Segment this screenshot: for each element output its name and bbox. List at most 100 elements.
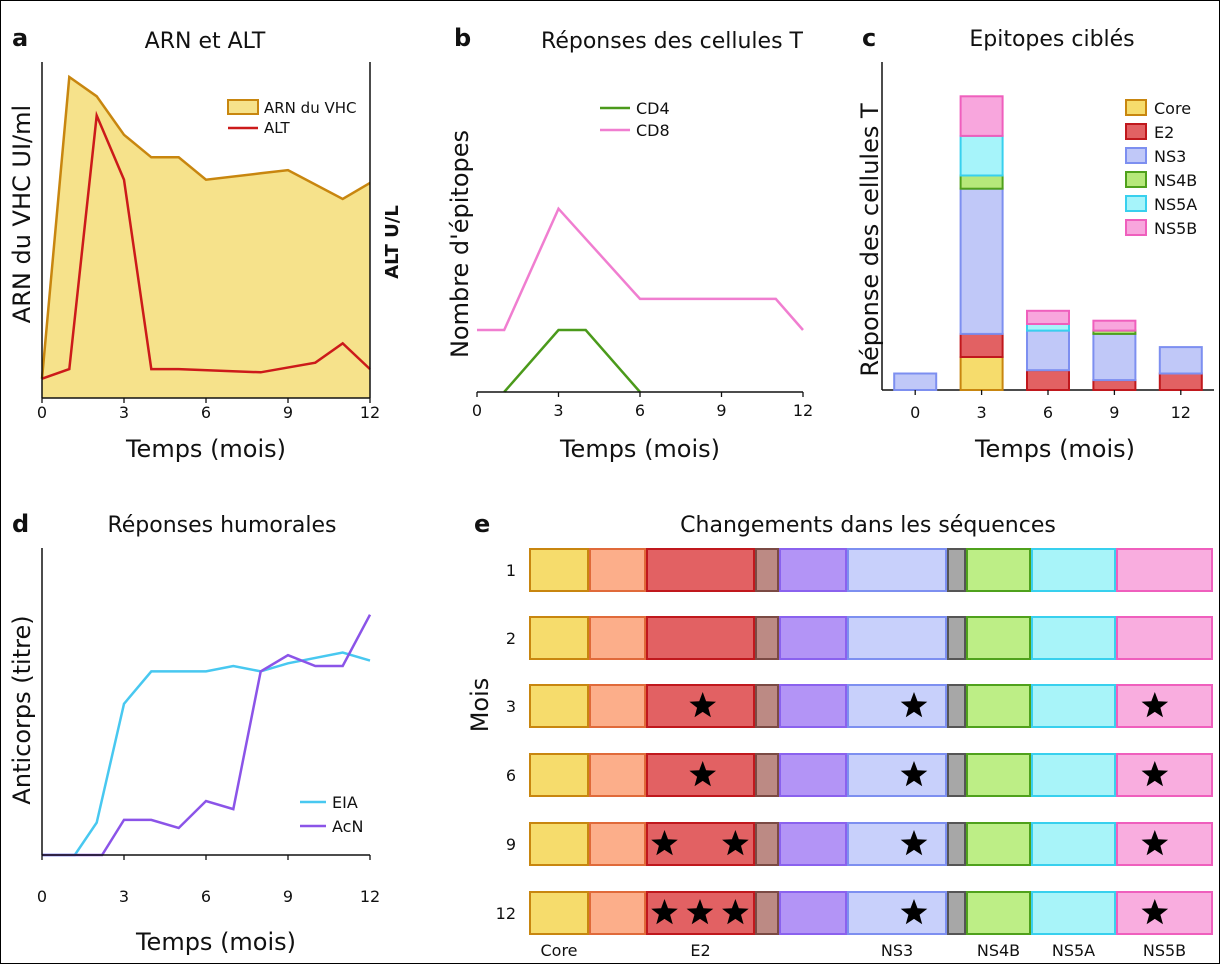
segment-core-month-1 — [529, 548, 589, 592]
segment-ns3-month-1 — [847, 548, 947, 592]
panel-d-xtick-label: 3 — [119, 887, 129, 906]
segment-core-month-3 — [529, 684, 589, 728]
bar-ns5b-9 — [1092, 319, 1137, 332]
bar-ns4b-3 — [959, 174, 1004, 190]
panel-a-xtick-label: 9 — [283, 403, 293, 422]
segment-region-4-month-1 — [779, 548, 847, 592]
panel-c-ylabel: Réponse des cellules T — [856, 103, 884, 377]
panel-c-xtick-label: 6 — [1043, 403, 1053, 422]
row-label-1: 1 — [506, 561, 516, 580]
panel-c-plot: 0 3 6 9 12 Core E2 NS3 NS4B NS5A NS5B — [881, 62, 1214, 422]
panel-c-xtick-label: 3 — [977, 403, 987, 422]
segment-region-4-month-3 — [779, 684, 847, 728]
segment-core-month-9 — [529, 822, 589, 866]
legend-ns5b-label: NS5B — [1154, 219, 1197, 238]
panel-a-xtick-label: 0 — [37, 403, 47, 422]
panel-b: b Réponses des cellules T CD4 CD8 0 3 6 9 12 N… — [446, 24, 813, 463]
bar-ns3-3 — [959, 187, 1004, 335]
mutation-star-ns3-month-12 — [900, 899, 928, 925]
segment-ns5a-month-3 — [1031, 684, 1116, 728]
panel-c-xtick-label: 0 — [910, 403, 920, 422]
legend-cd8-label: CD8 — [636, 121, 670, 140]
series-cd4-line — [503, 328, 641, 393]
segment-ns4b-month-9 — [966, 822, 1031, 866]
series-acn-line — [42, 614, 372, 857]
bar-ns3-6 — [1026, 329, 1070, 372]
legend-acn-label: AcN — [332, 817, 363, 836]
row-label-6: 6 — [506, 766, 516, 785]
panel-c-xtick-label: 12 — [1171, 403, 1191, 422]
segment-region-1-month-3 — [589, 684, 646, 728]
row-label-12: 12 — [496, 904, 516, 923]
panel-b-xtick-label: 0 — [472, 401, 482, 420]
mutation-star-e2-month-12 — [651, 899, 678, 925]
series-eia-line — [42, 651, 371, 857]
segment-ns4b-month-3 — [966, 684, 1031, 728]
legend-ns5a-swatch — [1125, 195, 1147, 212]
legend-ns5b-swatch — [1125, 219, 1147, 236]
segment-region-3-month-1 — [755, 548, 779, 592]
panel-d-xlabel: Temps (mois) — [135, 928, 296, 956]
series-cd8-line — [477, 206, 804, 332]
panel-d-xtick-label: 9 — [283, 887, 293, 906]
mutation-star-ns3-month-3 — [900, 692, 928, 718]
bar-e2-3 — [959, 332, 1004, 358]
panel-b-xtick-label: 9 — [716, 401, 726, 420]
legend-cd4-label: CD4 — [636, 99, 670, 118]
mutation-star-e2-month-12 — [686, 899, 714, 925]
legend-alt-label: ALT — [264, 119, 291, 137]
segment-region-4-month-2 — [779, 616, 847, 660]
alt-line — [41, 110, 371, 380]
segment-region-1-month-12 — [589, 891, 646, 935]
segment-ns5b-month-6 — [1116, 753, 1213, 797]
segment-label-ns5a: NS5A — [1052, 941, 1095, 960]
legend-e2-swatch — [1125, 123, 1147, 140]
panel-c: c Epitopes ciblés 0 3 6 9 12 Core E2 NS3 NS4B NS5… — [856, 24, 1214, 463]
segment-label-ns5b: NS5B — [1143, 941, 1186, 960]
segment-ns4b-month-2 — [966, 616, 1031, 660]
row-label-3: 3 — [506, 697, 516, 716]
panel-b-plot: CD4 CD8 0 3 6 9 12 — [472, 99, 813, 420]
segment-ns4b-month-1 — [966, 548, 1031, 592]
panel-b-xlabel: Temps (mois) — [559, 435, 720, 463]
segment-region-1-month-1 — [589, 548, 646, 592]
bar-ns5a-3 — [959, 134, 1004, 177]
segment-ns5a-month-1 — [1031, 548, 1116, 592]
panel-c-title: Epitopes ciblés — [969, 27, 1134, 52]
segment-label-ns3: NS3 — [881, 941, 913, 960]
segment-ns3-month-3 — [847, 684, 947, 728]
legend-rna-swatch — [227, 99, 259, 115]
mutation-star-ns3-month-9 — [900, 830, 928, 856]
panel-a: a ARN et ALT 0 3 6 9 12 ARN du VHC ALT ARN du … — [8, 24, 403, 463]
mutation-star-ns5b-month-3 — [1141, 692, 1169, 718]
segment-ns3-month-6 — [847, 753, 947, 797]
panel-a-ylabel: ARN du VHC UI/ml — [8, 105, 36, 323]
bar-ns3-0 — [893, 372, 938, 391]
segment-ns5a-month-9 — [1031, 822, 1116, 866]
segment-region-3-month-2 — [755, 616, 779, 660]
segment-label-e2: E2 — [690, 941, 710, 960]
segment-region-4-month-6 — [779, 753, 847, 797]
panel-a-xtick-label: 12 — [360, 403, 380, 422]
panel-d-xtick-label: 6 — [201, 887, 211, 906]
bar-ns5b-3 — [959, 95, 1004, 137]
panel-c-xlabel: Temps (mois) — [974, 435, 1135, 463]
segment-ns3-month-12 — [847, 891, 947, 935]
segment-ns3-month-2 — [847, 616, 947, 660]
segment-e2-month-3 — [646, 684, 755, 728]
mutation-star-ns5b-month-9 — [1141, 830, 1169, 856]
panel-b-letter: b — [454, 24, 471, 52]
panel-a-letter: a — [12, 24, 28, 52]
legend-ns3-swatch — [1125, 147, 1147, 164]
legend-ns5a-label: NS5A — [1154, 195, 1197, 214]
mutation-star-e2-month-9 — [722, 830, 749, 856]
panel-d: d Réponses humorales EIA AcN 0 3 6 9 12 Antico… — [8, 510, 380, 956]
legend-eia-label: EIA — [332, 793, 358, 812]
panel-c-xtick-label: 9 — [1109, 403, 1119, 422]
panel-d-title: Réponses humorales — [107, 513, 336, 538]
segment-region-1-month-9 — [589, 822, 646, 866]
bar-ns5b-6 — [1026, 309, 1070, 325]
segment-ns5b-month-3 — [1116, 684, 1213, 728]
